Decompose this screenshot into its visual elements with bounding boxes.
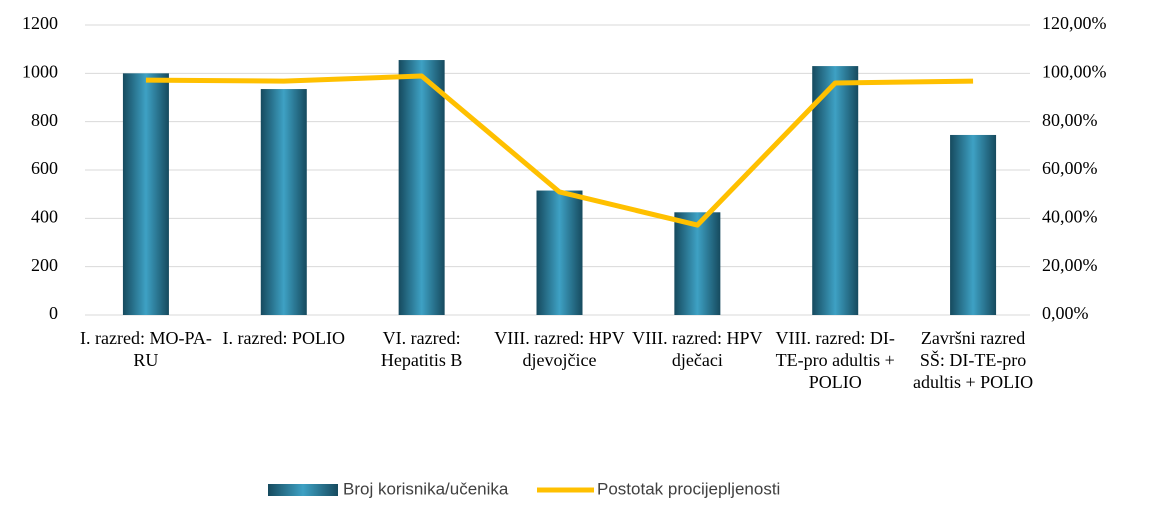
- legend-label: Broj korisnika/učenika: [343, 479, 509, 498]
- y-tick-label: 1200: [22, 13, 58, 33]
- x-tick-label: I. razred: POLIO: [222, 328, 345, 348]
- line: [145, 73, 974, 228]
- x-tick-label: I. razred: MO-PA-RU: [80, 328, 212, 370]
- bar: [536, 190, 583, 315]
- y-tick-label: 600: [31, 158, 58, 178]
- bar: [674, 212, 721, 315]
- legend-swatch: [268, 484, 338, 496]
- legend-label: Postotak procijepljenosti: [597, 479, 780, 498]
- x-tick-label: Završni razred SŠ: DI-TE-pro adultis + P…: [912, 328, 1034, 392]
- y2-tick-label: 120,00%: [1042, 13, 1107, 33]
- y2-tick-label: 60,00%: [1042, 158, 1098, 178]
- x-tick-label: VIII. razred: DI-TE-pro adultis + POLIO: [775, 328, 895, 392]
- y2-tick-label: 20,00%: [1042, 255, 1098, 275]
- bar: [122, 73, 169, 315]
- y-tick-label: 400: [31, 206, 58, 226]
- y-tick-label: 1000: [22, 61, 58, 81]
- bar: [398, 60, 445, 315]
- y2-tick-label: 100,00%: [1042, 61, 1107, 81]
- y-tick-label: 200: [31, 255, 58, 275]
- x-tick-label: VIII. razred: HPV dječaci: [632, 328, 763, 370]
- y2-tick-label: 80,00%: [1042, 110, 1098, 130]
- y2-tick-label: 40,00%: [1042, 206, 1098, 226]
- bar: [812, 66, 859, 315]
- y2-tick-label: 0,00%: [1042, 303, 1089, 323]
- bar: [260, 89, 307, 316]
- y-tick-label: 0: [49, 303, 58, 323]
- x-tick-label: VIII. razred: HPV djevojčice: [494, 328, 625, 370]
- y-tick-label: 800: [31, 110, 58, 130]
- bar: [950, 134, 997, 315]
- x-tick-label: VI. razred: Hepatitis B: [380, 328, 463, 370]
